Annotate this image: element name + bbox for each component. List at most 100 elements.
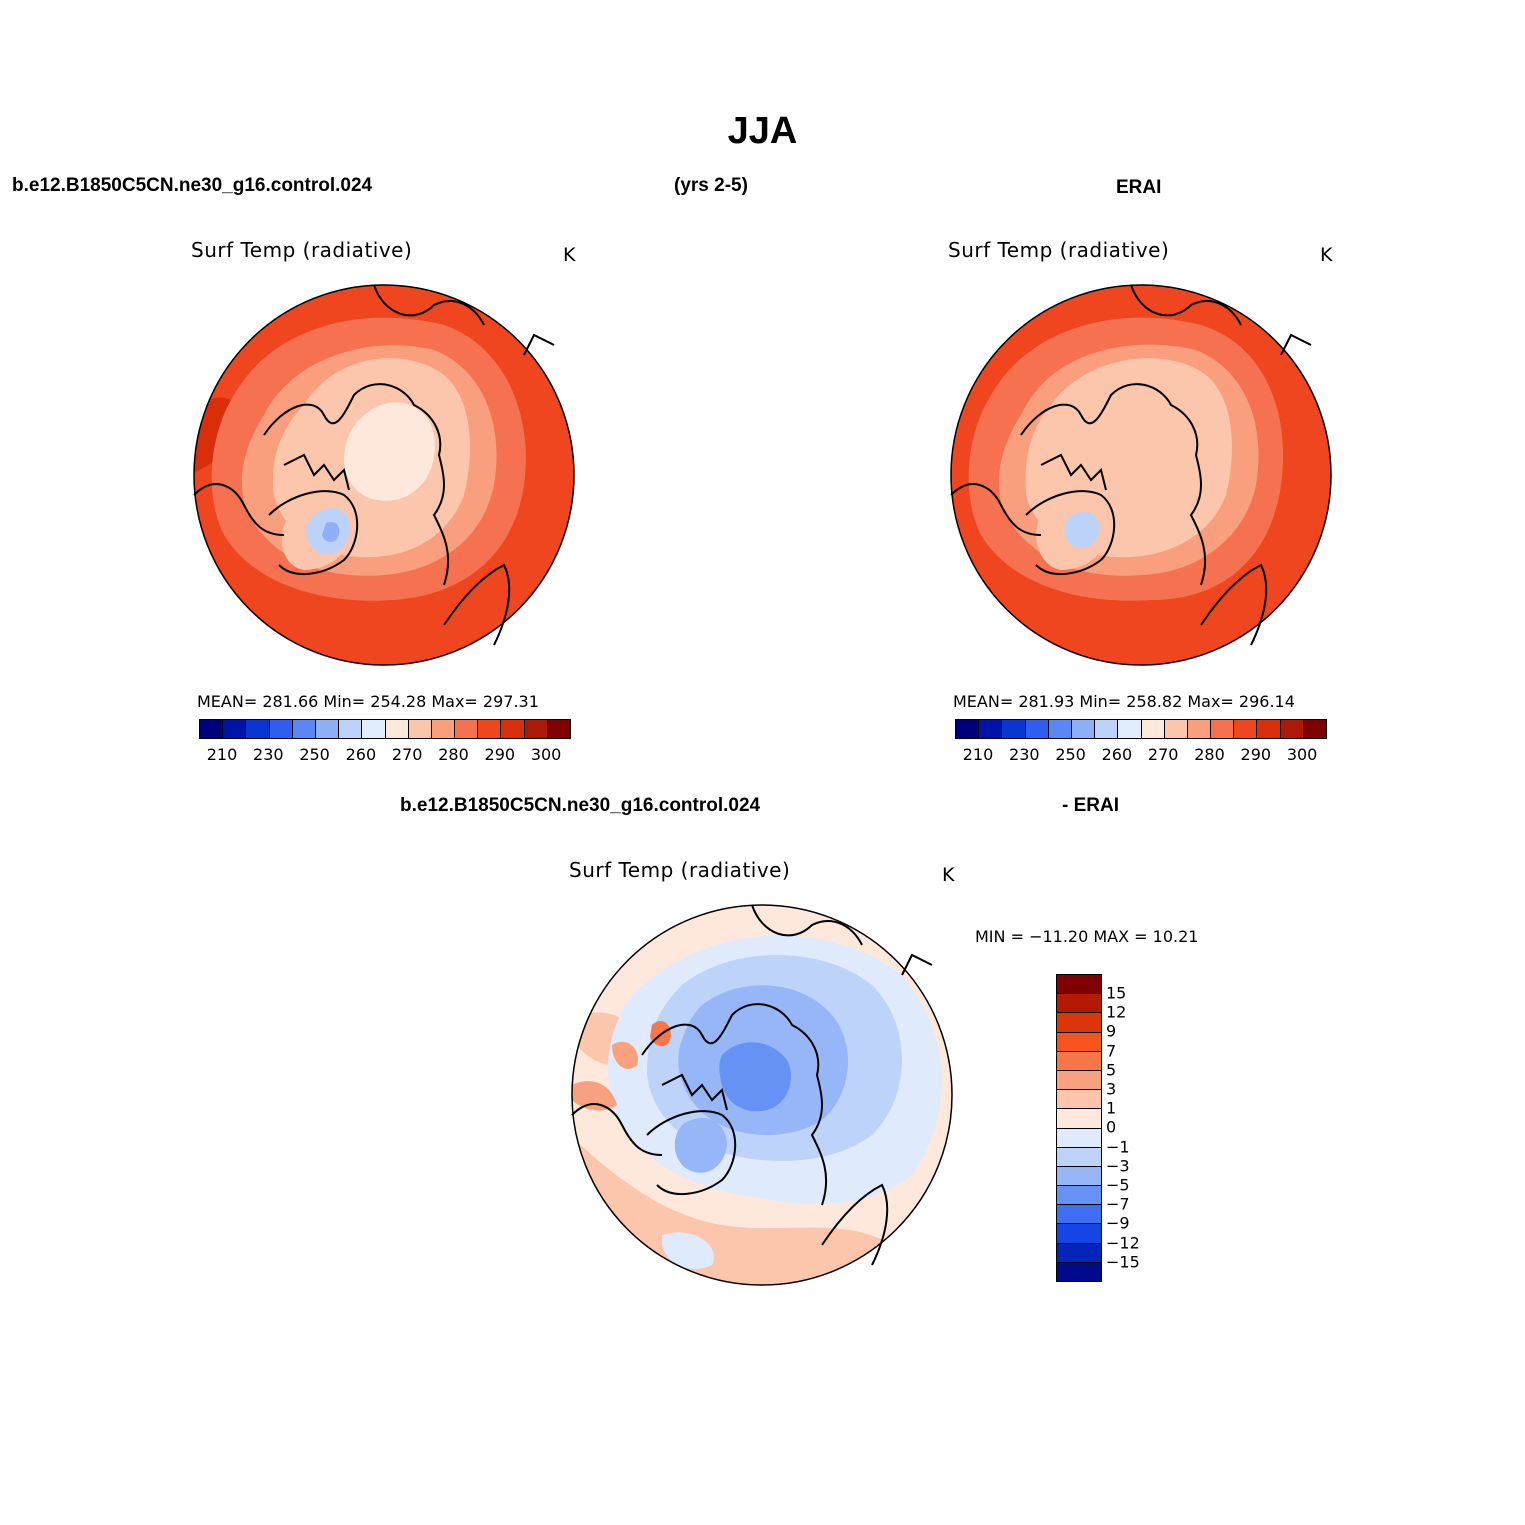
colorbar-tick-label: 290	[484, 745, 516, 764]
model-colorbar	[199, 719, 571, 739]
coastline	[1025, 490, 1116, 576]
colorbar-swatch	[1141, 720, 1165, 738]
coastline	[263, 383, 450, 586]
field-band	[719, 1042, 791, 1112]
colorbar-tick-label: 260	[345, 745, 377, 764]
colorbar-swatch	[1057, 975, 1101, 995]
field-band	[612, 1041, 638, 1069]
field-band	[344, 402, 435, 501]
colorbar-swatch	[431, 720, 456, 738]
colorbar-tick-label: 300	[530, 745, 562, 764]
coastline	[373, 284, 485, 326]
colorbar-tick-label: 280	[438, 745, 469, 764]
coastline	[751, 904, 863, 946]
colorbar-tick-label: 15	[1106, 983, 1127, 1003]
colorbar-swatch	[524, 720, 548, 738]
obs-colorbar	[955, 719, 1327, 739]
right-case-label: ERAI	[1116, 177, 1162, 198]
colorbar-swatch	[478, 720, 502, 738]
colorbar-tick-label: −5	[1106, 1175, 1130, 1195]
years-label: (yrs 2-5)	[674, 175, 748, 196]
colorbar-tick-label: 230	[1009, 745, 1040, 764]
colorbar-tick-label: 5	[1106, 1060, 1117, 1080]
coastline	[1040, 453, 1107, 491]
coastline	[646, 1110, 737, 1196]
colorbar-tick-label: 3	[1106, 1079, 1117, 1099]
colorbar-swatch	[1025, 720, 1049, 738]
colorbar-tick-label: 210	[206, 745, 238, 764]
colorbar-swatch	[1048, 720, 1072, 738]
colorbar-swatch	[1234, 720, 1258, 738]
colorbar-tick-label: 9	[1106, 1021, 1117, 1041]
colorbar-swatch	[1057, 1013, 1101, 1033]
colorbar-tick-label: −7	[1106, 1194, 1130, 1214]
model-stats: MEAN= 281.66 Min= 254.28 Max= 297.31	[197, 692, 539, 711]
colorbar-swatch	[200, 720, 224, 738]
field-band	[1064, 511, 1100, 548]
colorbar-swatch	[1071, 720, 1096, 738]
coastline	[950, 483, 1042, 536]
obs-polar-map	[950, 284, 1332, 666]
colorbar-swatch	[1211, 720, 1235, 738]
figure-title: JJA	[727, 110, 798, 152]
colorbar-swatch	[1057, 1243, 1101, 1263]
colorbar-swatch	[547, 720, 570, 738]
colorbar-swatch	[1057, 1166, 1101, 1187]
coastline	[901, 953, 933, 976]
colorbar-tick-label: 230	[253, 745, 284, 764]
diff-unit: K	[942, 864, 955, 886]
colorbar-swatch	[269, 720, 293, 738]
field-band	[674, 1117, 727, 1173]
coastline	[821, 1183, 889, 1266]
colorbar-tick-label: 250	[1055, 745, 1086, 764]
colorbar-swatch	[1303, 720, 1326, 738]
colorbar-swatch	[956, 720, 980, 738]
coastline	[1130, 284, 1242, 326]
colorbar-swatch	[408, 720, 432, 738]
obs-plot-title: Surf Temp (radiative)	[948, 238, 1170, 262]
colorbar-swatch	[1057, 1070, 1101, 1091]
colorbar-swatch	[1187, 720, 1212, 738]
colorbar-swatch	[1057, 1032, 1101, 1052]
colorbar-swatch	[339, 720, 363, 738]
colorbar-tick-label: −15	[1106, 1252, 1140, 1272]
colorbar-swatch	[1057, 1109, 1101, 1129]
colorbar-tick-label: −1	[1106, 1137, 1130, 1157]
colorbar-tick-label: −12	[1106, 1233, 1140, 1253]
coastline	[1020, 383, 1207, 586]
colorbar-swatch	[223, 720, 247, 738]
model-unit: K	[563, 244, 576, 266]
colorbar-swatch	[1280, 720, 1304, 738]
colorbar-tick-label: 290	[1240, 745, 1272, 764]
colorbar-swatch	[1164, 720, 1188, 738]
coastline	[1280, 333, 1312, 356]
model-plot-title: Surf Temp (radiative)	[191, 238, 413, 262]
colorbar-tick-label: −9	[1106, 1213, 1130, 1233]
field-band	[322, 521, 340, 543]
colorbar-swatch	[1057, 1205, 1101, 1225]
colorbar-swatch	[1057, 994, 1101, 1014]
map-border	[571, 904, 953, 1286]
colorbar-tick-label: 280	[1194, 745, 1225, 764]
colorbar-swatch	[1257, 720, 1281, 738]
colorbar-swatch	[1002, 720, 1026, 738]
colorbar-tick-label: 210	[962, 745, 994, 764]
colorbar-swatch	[1095, 720, 1119, 738]
colorbar-swatch	[501, 720, 525, 738]
colorbar-swatch	[315, 720, 340, 738]
coastline	[523, 333, 555, 356]
colorbar-tick-label: 1	[1106, 1098, 1117, 1118]
colorbar-swatch	[1057, 1090, 1101, 1110]
obs-stats: MEAN= 281.93 Min= 258.82 Max= 296.14	[953, 692, 1295, 711]
coastline	[641, 1003, 828, 1206]
coastline	[283, 453, 350, 491]
coastline	[268, 490, 359, 576]
model-polar-map	[193, 284, 575, 666]
coastline	[571, 1103, 663, 1156]
colorbar-swatch	[362, 720, 386, 738]
diff-plot-title: Surf Temp (radiative)	[569, 858, 791, 882]
colorbar-tick-label: 270	[391, 745, 423, 764]
diff-colorbar	[1056, 974, 1102, 1282]
colorbar-swatch	[1057, 1262, 1101, 1281]
coastline	[661, 1073, 728, 1111]
